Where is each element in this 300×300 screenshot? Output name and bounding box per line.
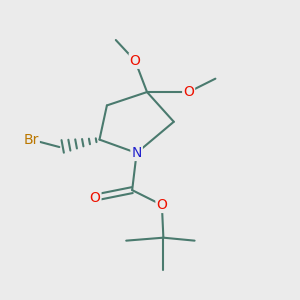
Text: Br: Br <box>23 133 39 147</box>
Text: N: N <box>131 146 142 160</box>
Text: O: O <box>130 54 141 68</box>
Text: O: O <box>90 190 101 205</box>
Text: O: O <box>183 85 194 99</box>
Text: O: O <box>157 198 167 212</box>
